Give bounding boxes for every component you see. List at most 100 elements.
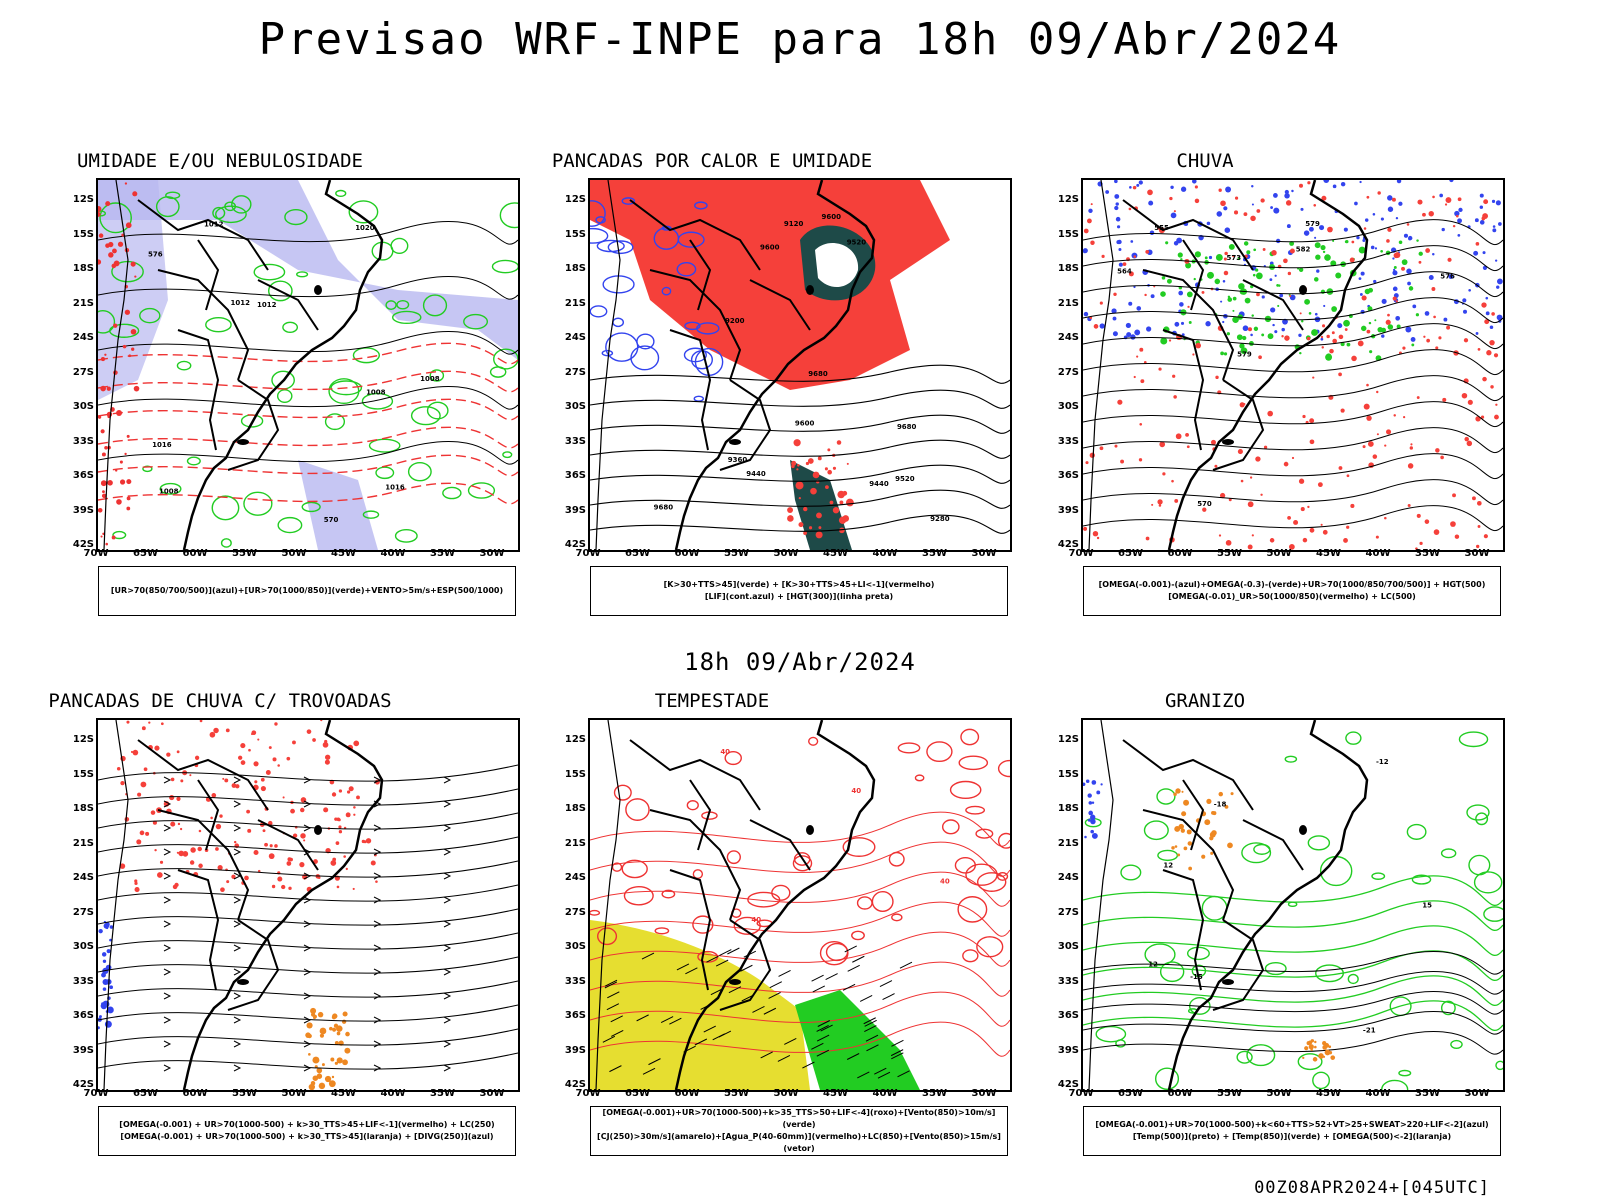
field-patch	[1395, 300, 1398, 303]
field-patch	[150, 810, 156, 815]
contour-loop	[1156, 788, 1176, 805]
field-patch	[324, 1075, 332, 1083]
contour-label: 579	[1305, 220, 1320, 228]
lon-tick-label: 45W	[1316, 548, 1341, 559]
field-patch	[211, 793, 217, 798]
contour-loop	[654, 927, 670, 935]
field-patch	[1376, 433, 1379, 436]
contour-label: 9520	[847, 238, 867, 246]
wind-vector	[642, 1067, 656, 1075]
lat-tick-label: 15S	[1057, 228, 1079, 240]
contour-line	[98, 275, 518, 300]
wind-vector	[609, 1065, 622, 1073]
field-patch	[98, 206, 102, 212]
contour-loop	[1371, 872, 1386, 880]
field-patch	[98, 928, 103, 934]
country-border	[177, 869, 220, 991]
field-patch	[1136, 355, 1139, 358]
field-patch	[1335, 272, 1342, 279]
field-patch	[1208, 255, 1213, 260]
field-patch	[1363, 227, 1367, 230]
streamline-arrow	[373, 824, 382, 832]
contour-loop	[1297, 1053, 1323, 1071]
streamline-arrow	[373, 1040, 382, 1048]
contour-loop	[607, 240, 634, 255]
contour-line	[98, 330, 518, 355]
field-patch	[1230, 792, 1234, 796]
field-patch	[1195, 342, 1201, 349]
field-patch	[126, 434, 130, 438]
field-patch	[1145, 249, 1150, 254]
field-patch	[1115, 202, 1119, 206]
contour-loop	[683, 347, 707, 363]
field-patch	[1497, 278, 1503, 285]
contour-line	[1083, 427, 1503, 454]
wind-vector	[728, 986, 742, 994]
reservoir-shape	[314, 825, 322, 835]
field-patch	[336, 1031, 341, 1036]
field-patch	[1138, 458, 1143, 462]
contour-loop	[1440, 1000, 1456, 1016]
field-patch	[1243, 212, 1248, 217]
wind-vector	[763, 1007, 777, 1015]
field-patch	[793, 439, 801, 447]
contour-line	[1083, 505, 1503, 532]
field-patch	[1267, 410, 1274, 417]
field-patch	[154, 848, 157, 852]
contour-label: 12	[1163, 861, 1173, 869]
field-patch	[1281, 335, 1284, 338]
legend-line-2: [LIF](cont.azul) + [HGT(300)](linha pret…	[704, 592, 894, 601]
andes-contour	[595, 180, 621, 550]
field-patch	[1375, 535, 1379, 539]
streamline-arrow	[373, 776, 382, 784]
panel-title: PANCADAS DE CHUVA C/ TROVOADAS	[48, 690, 392, 712]
field-patch	[798, 522, 804, 528]
streamline-arrow	[303, 848, 312, 856]
field-patch	[1381, 334, 1385, 338]
field-patch	[1328, 1045, 1332, 1049]
contour-label: 9360	[728, 456, 748, 464]
wind-vector	[811, 974, 824, 982]
field-patch	[98, 507, 103, 513]
field-patch	[1134, 329, 1141, 336]
field-patch	[1343, 538, 1348, 543]
field-patch	[1324, 1049, 1331, 1056]
lat-tick-label: 30S	[72, 401, 94, 412]
contour-loop	[301, 501, 321, 513]
field-patch	[237, 755, 243, 760]
wind-vector	[604, 979, 618, 987]
field-patch	[1242, 325, 1249, 332]
lon-tick-label: 65W	[133, 1088, 158, 1099]
field-patch	[310, 1007, 317, 1014]
contour-line	[98, 482, 518, 505]
field-patch	[1309, 527, 1315, 533]
field-patch	[316, 1073, 323, 1079]
contour-loop	[224, 201, 237, 212]
contour-label: 576	[148, 251, 163, 259]
field-patch	[1312, 376, 1315, 379]
country-border	[719, 919, 772, 1011]
streamline	[98, 860, 518, 878]
legend-line-2: [CJ(250)>30m/s](amarelo)+[Agua_P(40-60mm…	[597, 1132, 1001, 1153]
field-patch	[365, 838, 372, 844]
field-patch	[1232, 254, 1235, 258]
field-patch	[1327, 226, 1333, 233]
field-patch	[1393, 266, 1397, 269]
field-patch	[1157, 499, 1163, 505]
field-patch	[287, 857, 292, 862]
field-patch	[1214, 464, 1218, 468]
field-patch	[1227, 295, 1231, 299]
field-patch	[1481, 302, 1487, 308]
field-patch	[1300, 207, 1304, 211]
contour-loop	[661, 286, 672, 296]
streamline-arrow	[303, 800, 312, 808]
contour-loop	[771, 884, 791, 901]
field-patch	[1447, 257, 1452, 262]
field-patch	[1368, 321, 1372, 325]
field-patch	[1183, 799, 1190, 806]
field-patch	[1249, 476, 1253, 479]
field-patch	[1344, 328, 1348, 331]
contour-line	[98, 426, 518, 449]
field-patch	[303, 839, 306, 842]
field-patch	[122, 344, 127, 349]
